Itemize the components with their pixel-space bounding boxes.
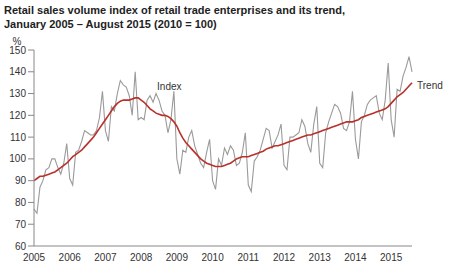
svg-text:110: 110	[10, 132, 26, 143]
svg-text:70: 70	[15, 219, 27, 230]
svg-text:Trend: Trend	[417, 80, 442, 91]
svg-text:90: 90	[15, 175, 27, 186]
svg-text:120: 120	[9, 110, 26, 121]
svg-text:130: 130	[9, 88, 26, 99]
html-text:Retail sales volume index of r: Retail sales volume index of retail trad…	[4, 4, 346, 16]
svg-text:2008: 2008	[130, 252, 153, 263]
svg-text:2010: 2010	[201, 252, 224, 263]
svg-text:100: 100	[9, 153, 26, 164]
html-text:January 2005 – August 2015 (20: January 2005 – August 2015 (2010 = 100)	[4, 18, 217, 30]
svg-text:2007: 2007	[94, 252, 117, 263]
svg-text:2011: 2011	[238, 252, 260, 263]
svg-text:%: %	[13, 36, 22, 47]
svg-text:2006: 2006	[59, 252, 82, 263]
svg-text:80: 80	[15, 197, 27, 208]
svg-text:2005: 2005	[23, 252, 46, 263]
svg-text:2015: 2015	[380, 252, 403, 263]
svg-text:60: 60	[15, 241, 27, 252]
svg-text:150: 150	[9, 44, 26, 56]
svg-text:140: 140	[9, 66, 26, 77]
svg-text:2013: 2013	[309, 252, 332, 263]
svg-text:2012: 2012	[273, 252, 296, 263]
svg-text:2014: 2014	[344, 252, 367, 263]
svg-text:2009: 2009	[166, 252, 189, 263]
svg-text:Index: Index	[157, 81, 181, 92]
